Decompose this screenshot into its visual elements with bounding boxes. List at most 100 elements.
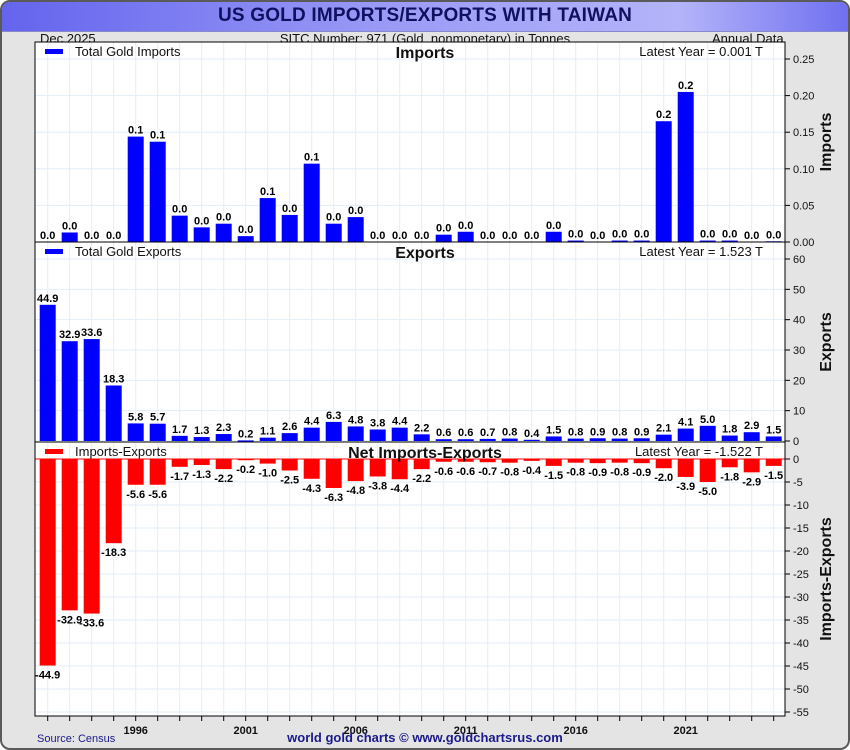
bar-imports-2004	[303, 163, 320, 242]
bar-imports-2021	[677, 91, 694, 242]
data-label: 33.6	[81, 327, 102, 339]
bar-exports-1997	[149, 423, 166, 441]
data-label: -3.9	[676, 481, 695, 493]
data-label: 0.1	[260, 186, 275, 198]
y-tick-label: -35	[793, 615, 809, 627]
data-label: 0.0	[194, 215, 209, 227]
bar-exports-1998	[171, 435, 188, 441]
bar-exports-2002	[259, 437, 276, 441]
x-tick-label: 2016	[563, 725, 587, 737]
y-tick-label: 30	[793, 345, 805, 357]
y-tick-label: 0.25	[793, 54, 814, 66]
bar-imports-2003	[281, 214, 298, 242]
bar-net-2005	[325, 459, 342, 488]
bar-imports-1999	[193, 227, 210, 242]
data-label: 4.4	[304, 416, 320, 428]
y-tick-label: 0.05	[793, 200, 814, 212]
y-tick-label: -20	[793, 546, 809, 558]
bar-net-2024	[743, 459, 760, 473]
data-label: 6.3	[326, 410, 341, 422]
bar-exports-2020	[655, 434, 672, 441]
bar-net-1995	[105, 459, 122, 544]
legend-label-imports: Total Gold Imports	[75, 44, 181, 59]
bar-exports-2004	[303, 427, 320, 441]
data-label: 1.5	[766, 424, 781, 436]
bar-imports-2006	[347, 217, 364, 242]
bar-imports-2019	[633, 240, 650, 242]
data-label: 3.8	[370, 417, 385, 429]
data-label: 0.9	[590, 426, 605, 438]
data-label: 1.5	[546, 424, 561, 436]
y-tick-label: 0.20	[793, 91, 814, 103]
bar-net-2008	[391, 459, 408, 480]
bar-imports-1998	[171, 215, 188, 242]
bar-exports-2025	[765, 436, 782, 441]
data-label: 0.0	[172, 204, 187, 216]
data-label: 0.9	[634, 426, 649, 438]
y-tick-label: 10	[793, 406, 805, 418]
data-label: 18.3	[103, 373, 124, 385]
bar-imports-2015	[545, 231, 562, 242]
data-label: 0.0	[216, 212, 231, 224]
plot-area-net	[35, 442, 785, 716]
data-label: -18.3	[101, 547, 126, 559]
y-tick-label: -50	[793, 684, 809, 696]
data-label: 0.0	[766, 229, 781, 241]
bar-imports-2001	[237, 236, 254, 242]
bar-imports-2022	[699, 240, 716, 242]
data-label: 0.0	[722, 229, 737, 241]
data-label: 0.1	[304, 152, 319, 164]
data-label: 0.0	[634, 229, 649, 241]
data-label: 0.8	[612, 427, 627, 439]
x-tick-label: 2011	[454, 725, 478, 737]
bar-net-2021	[677, 459, 694, 477]
data-label: -3.8	[368, 480, 387, 492]
data-label: -0.8	[566, 467, 585, 479]
data-label: 4.8	[348, 414, 363, 426]
bar-imports-2020	[655, 121, 672, 242]
bar-net-1994	[83, 459, 100, 614]
data-label: 0.0	[84, 230, 99, 242]
bar-net-2007	[369, 459, 386, 477]
data-label: -6.3	[324, 492, 343, 504]
bar-exports-1993	[61, 341, 78, 441]
data-label: -5.0	[698, 486, 717, 498]
data-label: -1.5	[764, 470, 783, 482]
bar-imports-1993	[61, 232, 78, 242]
data-label: 0.0	[40, 230, 55, 242]
y-axis-label-net: Imports-Exports	[818, 517, 835, 641]
data-label: -0.6	[434, 466, 453, 478]
credit-label: world gold charts © www.goldchartsrus.co…	[287, 730, 563, 745]
y-tick-label: 60	[793, 254, 805, 266]
bar-exports-2021	[677, 428, 694, 441]
bar-net-1999	[193, 459, 210, 465]
y-tick-label: -30	[793, 592, 809, 604]
data-label: 32.9	[59, 329, 80, 341]
data-label: 5.7	[150, 412, 165, 424]
bar-exports-2017	[589, 438, 606, 441]
y-tick-label: 0	[793, 454, 799, 466]
y-tick-label: 20	[793, 375, 805, 387]
data-label: -2.5	[280, 475, 299, 487]
x-tick-label: 2001	[233, 725, 257, 737]
data-label: 0.0	[348, 205, 363, 217]
bar-exports-1992	[39, 304, 56, 441]
bar-exports-2008	[391, 427, 408, 441]
y-tick-label: -25	[793, 569, 809, 581]
data-label: 0.0	[590, 230, 605, 242]
y-axis-label-exports: Exports	[818, 312, 835, 372]
data-label: 2.2	[414, 422, 429, 434]
bar-net-2004	[303, 459, 320, 479]
bar-net-2020	[655, 459, 672, 469]
bar-net-2023	[721, 459, 738, 468]
bar-exports-2010	[435, 439, 452, 441]
y-tick-label: 50	[793, 284, 805, 296]
data-label: 1.3	[194, 425, 209, 437]
bar-net-2010	[435, 459, 452, 462]
data-label: 0.0	[458, 220, 473, 232]
data-label: 0.4	[524, 428, 540, 440]
data-label: -0.8	[610, 467, 629, 479]
data-label: 0.2	[656, 109, 671, 121]
bar-net-2019	[633, 459, 650, 464]
